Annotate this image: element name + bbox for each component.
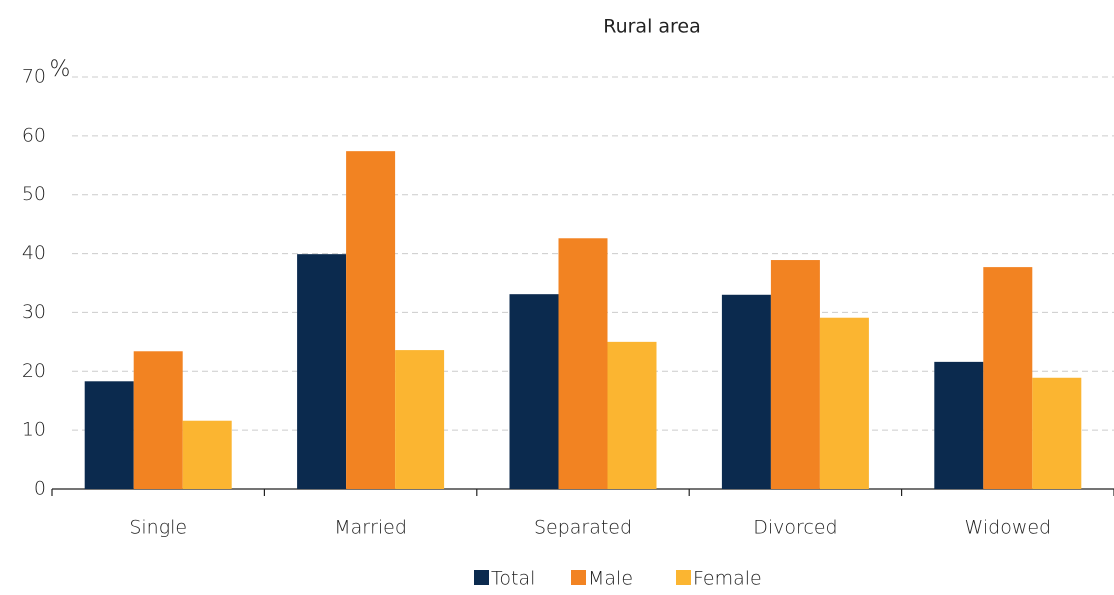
bar — [558, 238, 608, 489]
bar — [983, 267, 1033, 489]
y-tick-label: 40 — [22, 242, 46, 264]
legend-swatch — [474, 570, 489, 585]
y-tick-label: 30 — [22, 301, 46, 323]
legend-label: Male — [588, 568, 633, 590]
bar — [819, 317, 869, 489]
bar — [133, 351, 183, 489]
legend-label: Female — [693, 568, 762, 590]
chart-title: Rural area — [603, 16, 701, 38]
bar — [84, 381, 134, 489]
x-tick-label: Separated — [534, 517, 632, 539]
bar — [934, 361, 984, 489]
legend-label: Total — [491, 568, 535, 590]
bar — [509, 294, 559, 489]
x-tick-label: Divorced — [753, 517, 837, 539]
x-tick-label: Married — [334, 517, 407, 539]
y-tick-label: 50 — [22, 183, 46, 205]
bar — [395, 350, 445, 489]
y-tick-label: 10 — [22, 419, 46, 441]
bar — [721, 294, 771, 489]
y-tick-label: 70 — [22, 66, 46, 88]
bar — [607, 341, 657, 489]
legend-swatch — [571, 570, 586, 585]
y-axis-label: % — [50, 57, 71, 82]
y-tick-label: 60 — [22, 124, 46, 146]
bar — [346, 151, 396, 489]
x-tick-label: Single — [129, 517, 187, 539]
bar — [297, 254, 347, 489]
bar — [1032, 377, 1082, 489]
bar — [770, 260, 820, 489]
bar — [182, 420, 232, 489]
legend-swatch — [676, 570, 691, 585]
y-tick-label: 20 — [22, 360, 46, 382]
x-tick-label: Widowed — [964, 517, 1051, 539]
y-tick-label: 0 — [34, 478, 46, 500]
